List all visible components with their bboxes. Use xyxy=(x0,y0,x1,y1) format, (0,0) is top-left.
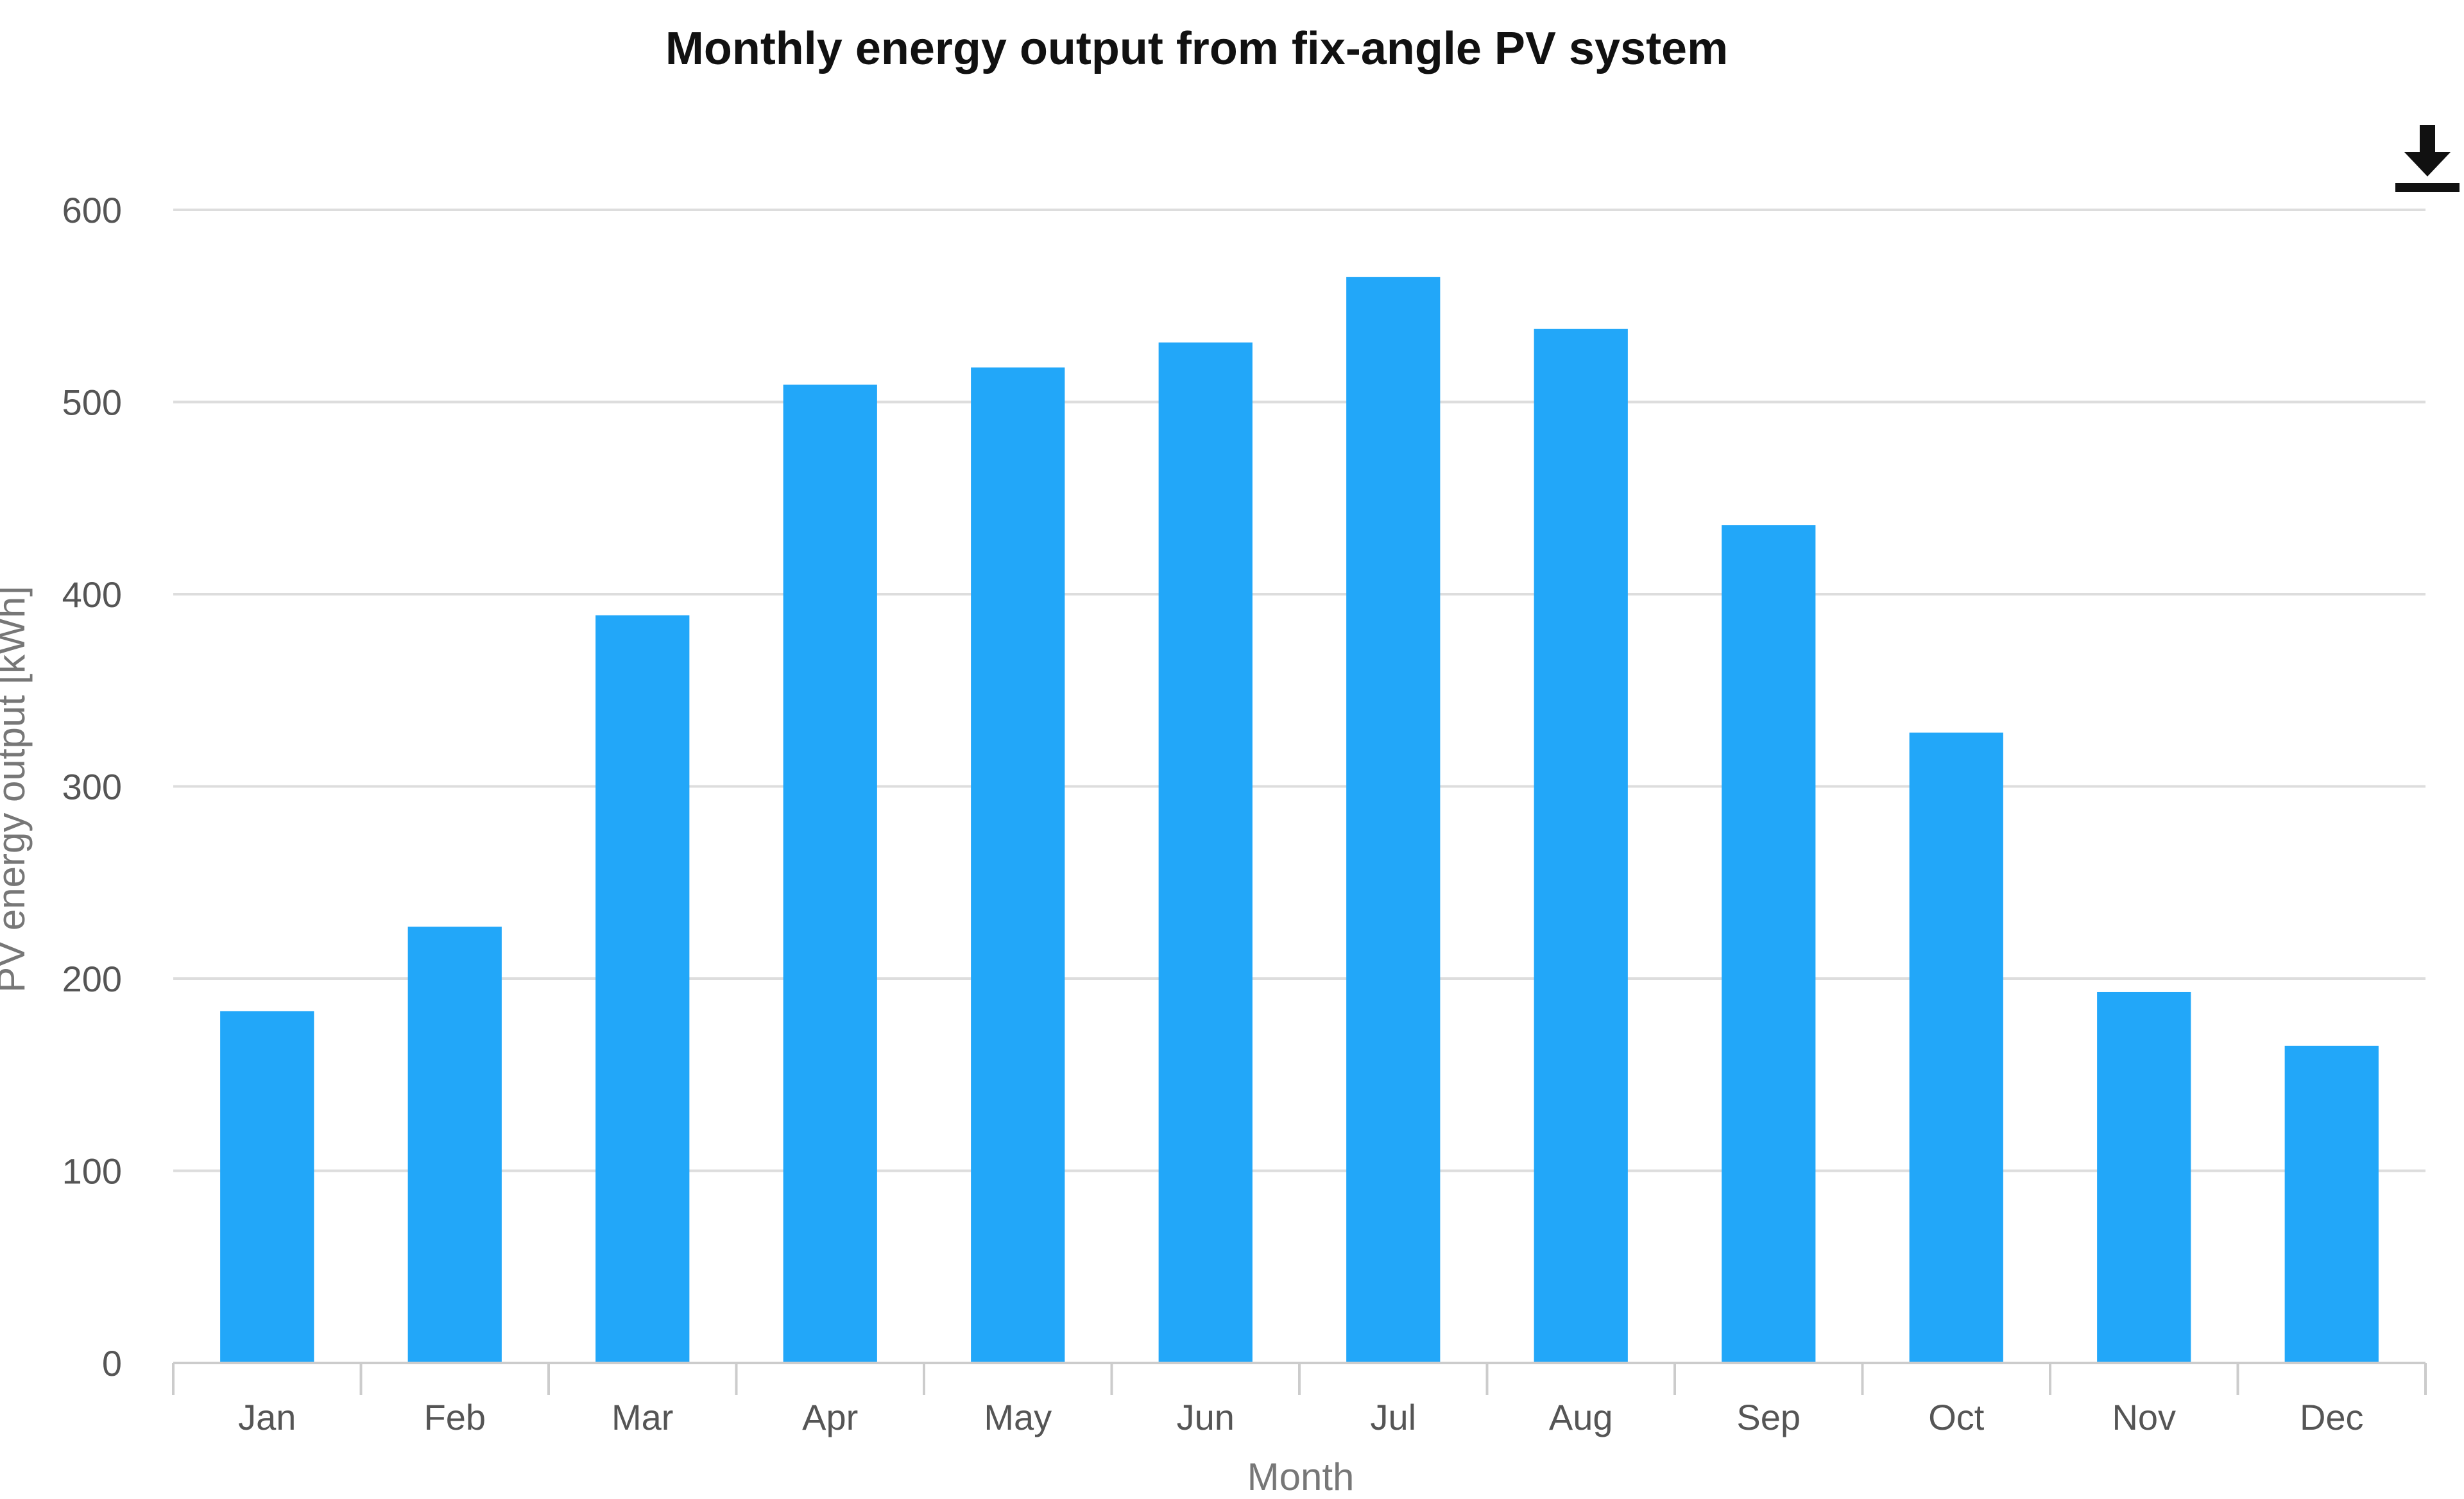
bar-jun[interactable] xyxy=(1158,342,1253,1363)
x-tick-label-apr: Apr xyxy=(802,1397,858,1437)
y-axis-ticks: 0 100 200 300 400 500 600 xyxy=(62,190,122,1383)
bars xyxy=(220,277,2379,1364)
y-tick-label-0: 0 xyxy=(102,1343,122,1383)
x-tick-label-jan: Jan xyxy=(238,1397,296,1437)
bar-jan[interactable] xyxy=(220,1011,314,1363)
y-tick-label-100: 100 xyxy=(62,1151,122,1192)
x-tick-label-oct: Oct xyxy=(1928,1397,1985,1437)
y-tick-label-400: 400 xyxy=(62,574,122,615)
bar-may[interactable] xyxy=(971,367,1065,1363)
x-tick-label-nov: Nov xyxy=(2112,1397,2176,1437)
bar-aug[interactable] xyxy=(1534,329,1628,1364)
x-axis xyxy=(172,1362,2427,1395)
x-tick-label-feb: Feb xyxy=(424,1397,486,1437)
x-axis-title: Month xyxy=(1247,1455,1355,1498)
gridlines xyxy=(173,209,2426,1172)
y-axis-title: PV energy output [kWh] xyxy=(0,586,33,993)
download-icon-tray xyxy=(2395,183,2460,192)
bar-sep[interactable] xyxy=(1722,525,1816,1364)
x-tick-label-mar: Mar xyxy=(612,1397,673,1437)
bar-dec[interactable] xyxy=(2284,1045,2379,1363)
bar-jul[interactable] xyxy=(1346,277,1441,1364)
x-tick-label-sep: Sep xyxy=(1736,1397,1801,1437)
x-tick-label-aug: Aug xyxy=(1549,1397,1613,1437)
x-axis-ticks: Jan Feb Mar Apr May Jun Jul Aug Sep Oct Nov Dec xyxy=(238,1397,2363,1437)
bar-feb[interactable] xyxy=(407,927,502,1363)
y-tick-label-200: 200 xyxy=(62,959,122,999)
bar-mar[interactable] xyxy=(595,615,690,1363)
download-icon-shaft xyxy=(2420,125,2435,155)
bar-nov[interactable] xyxy=(2097,991,2191,1363)
bar-apr[interactable] xyxy=(783,384,877,1364)
x-tick-label-jun: Jun xyxy=(1177,1397,1235,1437)
chart-title: Monthly energy output from fix-angle PV … xyxy=(665,23,1728,74)
download-icon-arrowhead xyxy=(2404,152,2451,176)
y-tick-label-500: 500 xyxy=(62,382,122,423)
y-tick-label-300: 300 xyxy=(62,767,122,807)
y-tick-label-600: 600 xyxy=(62,190,122,230)
x-tick-label-may: May xyxy=(984,1397,1052,1437)
x-tick-label-jul: Jul xyxy=(1370,1397,1416,1437)
download-icon[interactable] xyxy=(2389,119,2460,196)
bar-oct[interactable] xyxy=(1909,732,2003,1363)
x-tick-label-dec: Dec xyxy=(2300,1397,2364,1437)
